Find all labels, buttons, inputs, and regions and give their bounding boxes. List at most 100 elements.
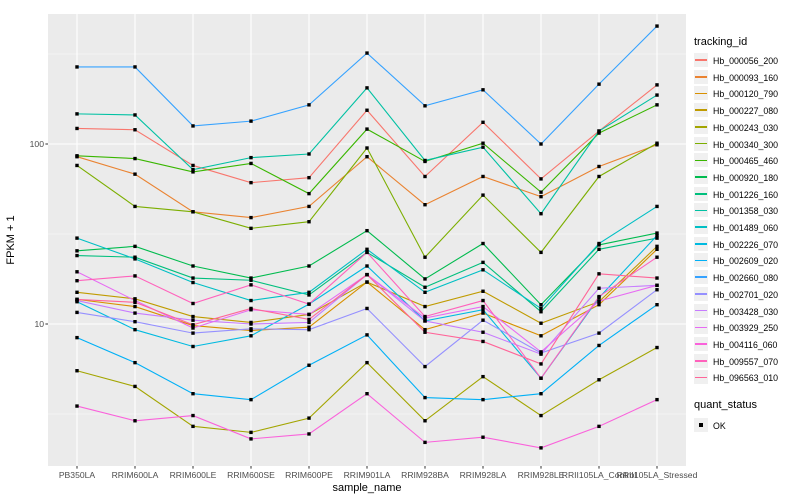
data-point — [423, 158, 427, 163]
x-tick-label-PB350LA: PB350LA — [58, 470, 96, 480]
legend-key-line-icon — [695, 343, 707, 345]
data-point — [423, 290, 427, 295]
data-point — [133, 257, 137, 261]
data-point — [597, 299, 601, 303]
x-tick-label-RRIM928LA: RRIM928LA — [459, 470, 507, 480]
data-point — [133, 244, 137, 249]
data-point — [75, 253, 79, 258]
data-point — [423, 174, 427, 179]
data-point — [191, 210, 195, 214]
data-point — [133, 172, 137, 176]
data-point — [539, 334, 543, 338]
data-point — [75, 310, 79, 315]
legend-label: Hb_003929_250 — [713, 323, 779, 334]
data-point — [307, 204, 311, 209]
x-tick-label-RRII105LA_Control: RRII105LA_Control — [561, 470, 637, 480]
data-point — [191, 413, 195, 418]
data-point — [307, 152, 311, 156]
legend-label: Hb_002701_020 — [713, 289, 779, 300]
legend-label: Hb_001358_030 — [713, 206, 779, 217]
data-point — [423, 395, 427, 400]
data-point — [133, 360, 137, 365]
data-point — [597, 272, 601, 276]
data-point — [481, 241, 485, 246]
data-point — [365, 86, 369, 90]
data-point — [655, 303, 659, 307]
legend-key-line-icon — [695, 76, 707, 78]
legend-key-line-icon — [695, 326, 707, 329]
data-point — [191, 280, 195, 285]
data-point — [655, 247, 659, 252]
data-point — [481, 193, 485, 197]
data-point — [481, 174, 485, 179]
legend-key-Hb_002226_070 — [694, 236, 708, 251]
x-tick-label-RRIM928BA: RRIM928BA — [401, 470, 449, 480]
legend-label: Hb_003428_030 — [713, 306, 779, 317]
data-point — [75, 404, 79, 408]
data-point — [655, 93, 659, 97]
quant-status-key — [694, 418, 708, 432]
legend-key-line-icon — [695, 359, 707, 362]
data-point — [191, 323, 195, 327]
legend-key-line-icon — [695, 209, 707, 212]
data-point — [597, 294, 601, 299]
x-tick-label-RRIM600PE: RRIM600PE — [285, 470, 333, 480]
data-point — [655, 231, 659, 235]
data-point — [365, 247, 369, 252]
legend-label: Hb_002609_020 — [713, 256, 779, 267]
data-point — [365, 360, 369, 365]
data-point — [191, 264, 195, 268]
data-point — [655, 244, 659, 249]
legend-key-line-icon — [695, 59, 707, 61]
data-point — [655, 204, 659, 209]
data-point — [307, 416, 311, 420]
data-point — [597, 131, 601, 135]
data-point — [249, 161, 253, 166]
legend-label: Hb_000056_200 — [713, 56, 779, 66]
data-point — [191, 170, 195, 174]
data-point — [307, 302, 311, 306]
data-point — [365, 391, 369, 396]
legend-label: Hb_002660_080 — [713, 273, 779, 284]
data-point — [423, 319, 427, 323]
x-tick-label-RRIM928LE: RRIM928LE — [517, 470, 565, 480]
data-point — [655, 276, 659, 280]
legend-key-line-icon — [695, 126, 707, 128]
data-point — [191, 326, 195, 330]
y-axis-title: FPKM + 1 — [5, 215, 17, 265]
data-point — [481, 308, 485, 312]
x-tick-label-RRIM901LA: RRIM901LA — [343, 470, 391, 480]
data-point — [597, 343, 601, 348]
data-point — [481, 120, 485, 124]
legend-key-Hb_001489_060 — [694, 220, 708, 234]
data-point — [597, 424, 601, 429]
legend-key-Hb_000056_200 — [694, 53, 708, 67]
data-point — [539, 177, 543, 181]
data-point — [423, 203, 427, 207]
data-point — [481, 330, 485, 334]
data-point — [365, 306, 369, 311]
data-point — [539, 350, 543, 354]
data-point — [133, 304, 137, 309]
data-point — [423, 285, 427, 289]
data-point — [133, 156, 137, 161]
legend-label: Hb_000243_030 — [713, 122, 779, 133]
data-point — [423, 104, 427, 108]
data-point — [539, 190, 543, 194]
data-point — [191, 331, 195, 335]
data-point — [539, 321, 543, 325]
data-point — [597, 164, 601, 169]
data-point — [597, 129, 601, 133]
data-point — [133, 274, 137, 278]
data-point — [365, 228, 369, 233]
legend-label: Hb_000340_300 — [713, 139, 779, 150]
data-point — [539, 142, 543, 146]
data-point — [75, 290, 79, 295]
data-point — [655, 345, 659, 350]
data-point — [307, 312, 311, 317]
x-tick-label-RRIM600SE: RRIM600SE — [227, 470, 275, 480]
data-point — [481, 304, 485, 309]
data-point — [481, 339, 485, 344]
data-point — [75, 369, 79, 373]
